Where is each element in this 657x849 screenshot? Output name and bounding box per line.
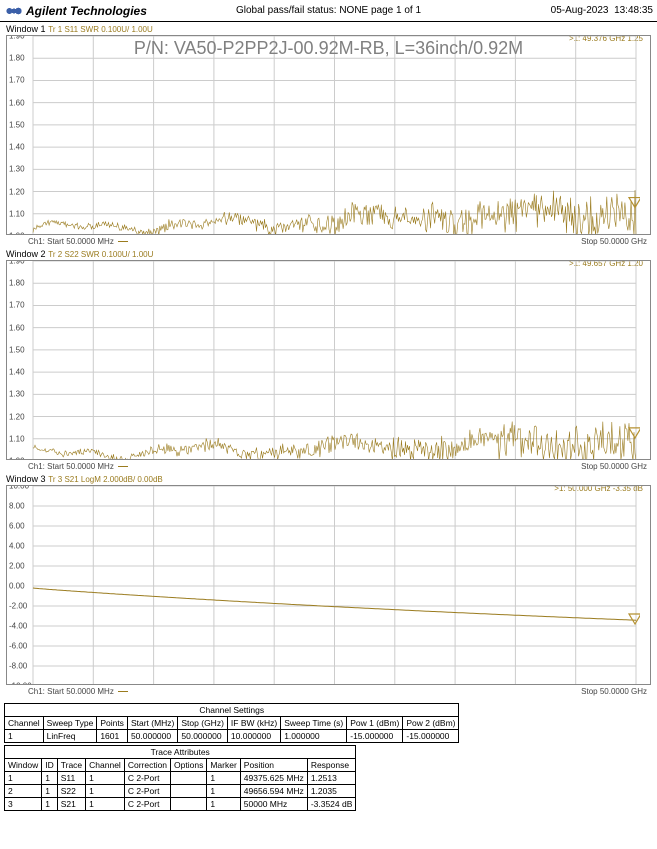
table-cell: 1 [5, 772, 42, 785]
table-cell: 1 [86, 798, 125, 811]
trace-attributes-title: Trace Attributes [5, 746, 356, 759]
trace-label: Tr 1 S11 SWR 0.100U/ 1.00U [48, 25, 153, 34]
table-cell: S11 [57, 772, 85, 785]
plot-area: 1.901.801.701.601.501.401.301.201.101.00 [6, 35, 651, 235]
table-cell: 1.2035 [307, 785, 356, 798]
table-header: Points [97, 717, 128, 730]
table-cell: 49375.625 MHz [240, 772, 307, 785]
table-header: Correction [124, 759, 170, 772]
table-cell: C 2-Port [124, 798, 170, 811]
table-cell: 1 [86, 785, 125, 798]
table-cell: LinFreq [43, 730, 97, 743]
table-cell: 1601 [97, 730, 128, 743]
table-cell: 1 [86, 772, 125, 785]
table-cell: 1 [42, 798, 58, 811]
table-header: Response [307, 759, 356, 772]
table-cell: -15.000000 [347, 730, 403, 743]
window-label: Window 3 [6, 474, 46, 484]
window-label: Window 2 [6, 249, 46, 259]
table-header: ID [42, 759, 58, 772]
table-row: 11S111C 2-Port149375.625 MHz1.2513 [5, 772, 356, 785]
x-stop-label: Stop 50.0000 GHz [581, 237, 647, 246]
x-start-label: Ch1: Start 50.0000 MHz [28, 237, 130, 246]
table-header: Pow 1 (dBm) [347, 717, 403, 730]
table-row: 21S221C 2-Port149656.594 MHz1.2035 [5, 785, 356, 798]
table-cell: 1.000000 [281, 730, 347, 743]
table-header: Sweep Type [43, 717, 97, 730]
x-start-label: Ch1: Start 50.0000 MHz [28, 687, 130, 696]
table-cell: C 2-Port [124, 785, 170, 798]
table-header: Position [240, 759, 307, 772]
table-cell: 1 [207, 798, 240, 811]
date-time: 05-Aug-2023 13:48:35 [551, 5, 653, 16]
date-text: 05-Aug-2023 [551, 5, 609, 16]
table-header: Channel [5, 717, 44, 730]
channel-settings-title: Channel Settings [5, 704, 459, 717]
table-header: Options [171, 759, 207, 772]
table-row: 31S211C 2-Port150000 MHz-3.3524 dB [5, 798, 356, 811]
window-label: Window 1 [6, 24, 46, 34]
table-header: Marker [207, 759, 240, 772]
table-cell: S22 [57, 785, 85, 798]
chart-window-2: Window 2 Tr 2 S22 SWR 0.100U/ 1.00U>1: 4… [6, 249, 651, 472]
table-cell: 1 [207, 772, 240, 785]
table-cell: 50.000000 [127, 730, 177, 743]
table-cell: 1 [5, 730, 44, 743]
x-stop-label: Stop 50.0000 GHz [581, 687, 647, 696]
table-cell: C 2-Port [124, 772, 170, 785]
table-cell: -3.3524 dB [307, 798, 356, 811]
plot-area: 1.901.801.701.601.501.401.301.201.101.00 [6, 260, 651, 460]
table-header: Window [5, 759, 42, 772]
table-cell: 1 [42, 785, 58, 798]
table-cell [171, 798, 207, 811]
table-cell: 50.000000 [178, 730, 228, 743]
table-cell: 1.2513 [307, 772, 356, 785]
table-header: IF BW (kHz) [227, 717, 280, 730]
table-cell: -15.000000 [403, 730, 459, 743]
channel-settings-table: Channel Settings ChannelSweep TypePoints… [4, 703, 459, 743]
table-cell: 1 [42, 772, 58, 785]
plot-area: 10.008.006.004.002.000.00-2.00-4.00-6.00… [6, 485, 651, 685]
table-cell: 2 [5, 785, 42, 798]
tables-section: Channel Settings ChannelSweep TypePoints… [4, 703, 653, 811]
table-header: Trace [57, 759, 85, 772]
table-header: Pow 2 (dBm) [403, 717, 459, 730]
chart-window-1: Window 1 Tr 1 S11 SWR 0.100U/ 1.00U>1: 4… [6, 24, 651, 247]
trace-label: Tr 3 S21 LogM 2.000dB/ 0.00dB [48, 475, 162, 484]
table-cell: S21 [57, 798, 85, 811]
x-start-label: Ch1: Start 50.0000 MHz [28, 462, 130, 471]
trace-attributes-table: Trace Attributes WindowIDTraceChannelCor… [4, 745, 356, 811]
table-cell [171, 785, 207, 798]
x-stop-label: Stop 50.0000 GHz [581, 462, 647, 471]
table-cell: 10.000000 [227, 730, 280, 743]
chart-window-3: Window 3 Tr 3 S21 LogM 2.000dB/ 0.00dB>1… [6, 474, 651, 697]
table-cell: 49656.594 MHz [240, 785, 307, 798]
table-header: Start (MHz) [127, 717, 177, 730]
table-cell: 50000 MHz [240, 798, 307, 811]
brand-text: Agilent Technologies [26, 4, 147, 18]
header-bar: Agilent Technologies Global pass/fail st… [0, 0, 657, 22]
agilent-logo-icon [4, 4, 22, 18]
table-header: Stop (GHz) [178, 717, 228, 730]
table-header: Sweep Time (s) [281, 717, 347, 730]
table-header: Channel [86, 759, 125, 772]
table-cell: 1 [207, 785, 240, 798]
table-cell [171, 772, 207, 785]
status-text: Global pass/fail status: NONE page 1 of … [236, 5, 421, 16]
time-text: 13:48:35 [614, 5, 653, 16]
table-cell: 3 [5, 798, 42, 811]
trace-label: Tr 2 S22 SWR 0.100U/ 1.00U [48, 250, 153, 259]
